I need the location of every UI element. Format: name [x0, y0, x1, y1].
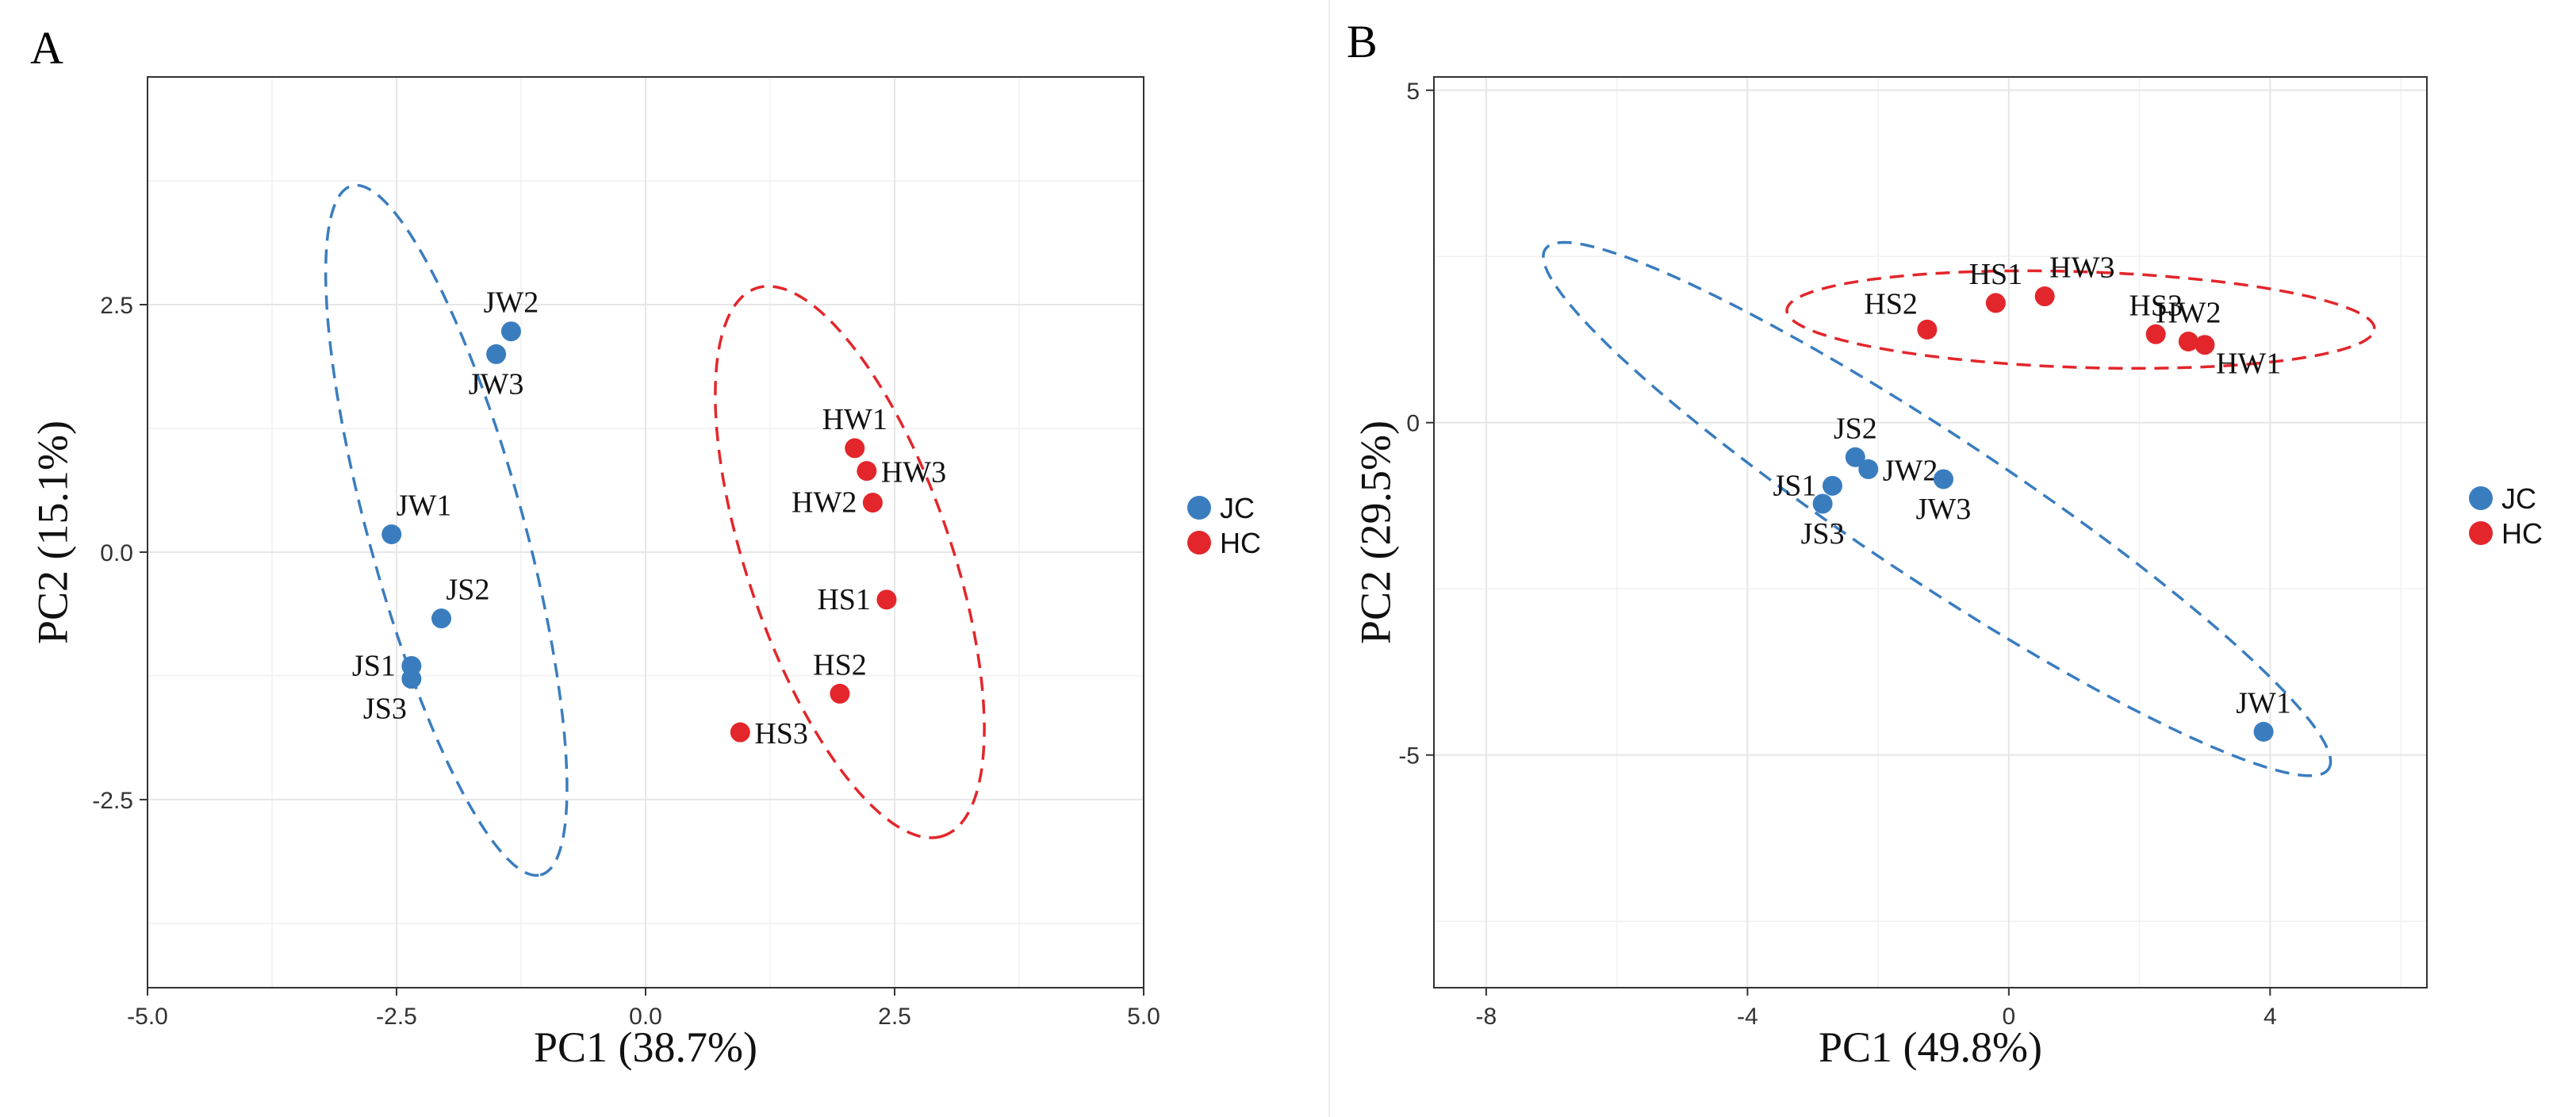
- x-axis-title: PC1 (49.8%): [1819, 1023, 2042, 1071]
- y-tick-label: -5: [1398, 743, 1420, 770]
- data-point-hs1: [876, 589, 897, 610]
- confidence-ellipse-jc: [1542, 240, 2333, 777]
- data-label-jw1: JW1: [2236, 686, 2291, 720]
- data-label-jw3: JW3: [1916, 493, 1972, 526]
- y-tick-label: 0.0: [100, 540, 133, 566]
- data-point-jw1: [381, 524, 402, 544]
- x-tick-label: 0: [2002, 1004, 2015, 1030]
- legend-label-jc: JC: [2501, 482, 2536, 515]
- data-point-jw1: [2253, 721, 2274, 742]
- data-point-hw2: [862, 493, 883, 513]
- data-point-jw2: [500, 321, 521, 342]
- legend-marker-jc: [2469, 486, 2493, 510]
- x-tick-label: 0.0: [629, 1004, 662, 1030]
- data-label-js2: JS2: [1834, 412, 1877, 445]
- confidence-ellipse-hc: [714, 285, 986, 839]
- data-label-hs1: HS1: [1969, 258, 2023, 291]
- plot-frame: [1433, 76, 2428, 988]
- panel-a: A -5.0 -2.5 0.0 2.5 5.0 -2.5 0.0 2.5 PC1 (38.7%) P…: [29, 22, 1261, 1071]
- gridlines: [147, 77, 1144, 988]
- data-label-hs3: HS3: [754, 717, 808, 750]
- data-point-jw3: [486, 344, 507, 364]
- series-hc: [1785, 269, 2376, 370]
- data-point-jw3: [1933, 469, 1953, 489]
- data-label-js1: JS1: [352, 649, 396, 682]
- data-label-hs1: HS1: [817, 583, 871, 616]
- panel-letter: B: [1347, 16, 1378, 67]
- y-tick-label: -2.5: [92, 788, 133, 814]
- data-label-hw1: HW1: [822, 403, 887, 436]
- data-point-hw1: [845, 438, 865, 459]
- x-tick-label: -5.0: [127, 1004, 168, 1030]
- confidence-ellipse-jc: [324, 183, 569, 877]
- legend-marker-hc: [1187, 531, 1211, 555]
- series-jc: [1542, 240, 2333, 777]
- legend-label-jc: JC: [1220, 492, 1255, 524]
- data-point-js3: [401, 669, 422, 689]
- data-point-hs3: [2145, 324, 2166, 344]
- legend-marker-hc: [2469, 521, 2493, 545]
- x-tick-label: 4: [2264, 1004, 2277, 1030]
- data-point-jw2: [1858, 459, 1879, 479]
- data-point-hw3: [2034, 286, 2055, 307]
- data-label-hw3: HW3: [881, 456, 946, 489]
- data-label-hw2: HW2: [2156, 297, 2221, 330]
- data-label-js1: JS1: [1773, 469, 1817, 502]
- data-label-hw3: HW3: [2049, 251, 2114, 285]
- x-axis-title: PC1 (38.7%): [534, 1023, 757, 1071]
- data-label-js3: JS3: [1801, 517, 1845, 551]
- x-tick-label: -4: [1737, 1004, 1758, 1030]
- data-label-js3: JS3: [363, 693, 407, 726]
- data-point-hs2: [1917, 319, 1938, 340]
- data-label-hs2: HS2: [1864, 287, 1918, 321]
- data-point-js2: [431, 608, 452, 629]
- data-label-jw2: JW2: [1883, 454, 1938, 487]
- data-label-jw3: JW3: [469, 367, 524, 401]
- confidence-ellipse-hc: [1785, 269, 2376, 370]
- data-point-hw1: [2195, 335, 2215, 355]
- data-label-jw2: JW2: [484, 286, 539, 320]
- series-jc: [324, 183, 569, 877]
- data-point-hw2: [2178, 332, 2198, 352]
- data-label-hw2: HW2: [792, 486, 857, 520]
- legend-label-hc: HC: [2501, 517, 2543, 550]
- data-point-hw3: [857, 461, 877, 482]
- x-tick-label: 2.5: [878, 1004, 911, 1030]
- y-tick-label: 2.5: [100, 293, 133, 319]
- y-axis-title: PC2 (29.5%): [1351, 420, 1399, 644]
- data-point-js2: [1845, 447, 1865, 467]
- legend-marker-jc: [1187, 496, 1211, 520]
- y-axis-title: PC2 (15.1%): [29, 420, 76, 644]
- data-label-hs2: HS2: [813, 648, 867, 681]
- data-point-js1: [1822, 475, 1842, 496]
- data-label-js2: JS2: [447, 574, 490, 607]
- y-tick-label: 5: [1406, 79, 1420, 105]
- data-label-jw1: JW1: [397, 489, 452, 522]
- data-label-hs3: HS3: [2129, 289, 2183, 322]
- legend-label-hc: HC: [1220, 527, 1261, 559]
- data-point-hs1: [1985, 293, 2006, 313]
- x-tick-label: -2.5: [376, 1004, 417, 1030]
- x-tick-label: 5.0: [1127, 1004, 1160, 1030]
- gridlines: [1434, 77, 2427, 988]
- panel-letter: A: [30, 22, 63, 74]
- data-point-js3: [1812, 493, 1833, 514]
- data-point-hs2: [830, 683, 850, 704]
- data-point-hs3: [730, 722, 750, 743]
- series-hc: [714, 285, 986, 839]
- x-tick-label: -8: [1476, 1004, 1497, 1030]
- y-tick-label: 0: [1406, 411, 1420, 437]
- data-label-hw1: HW1: [2216, 347, 2281, 381]
